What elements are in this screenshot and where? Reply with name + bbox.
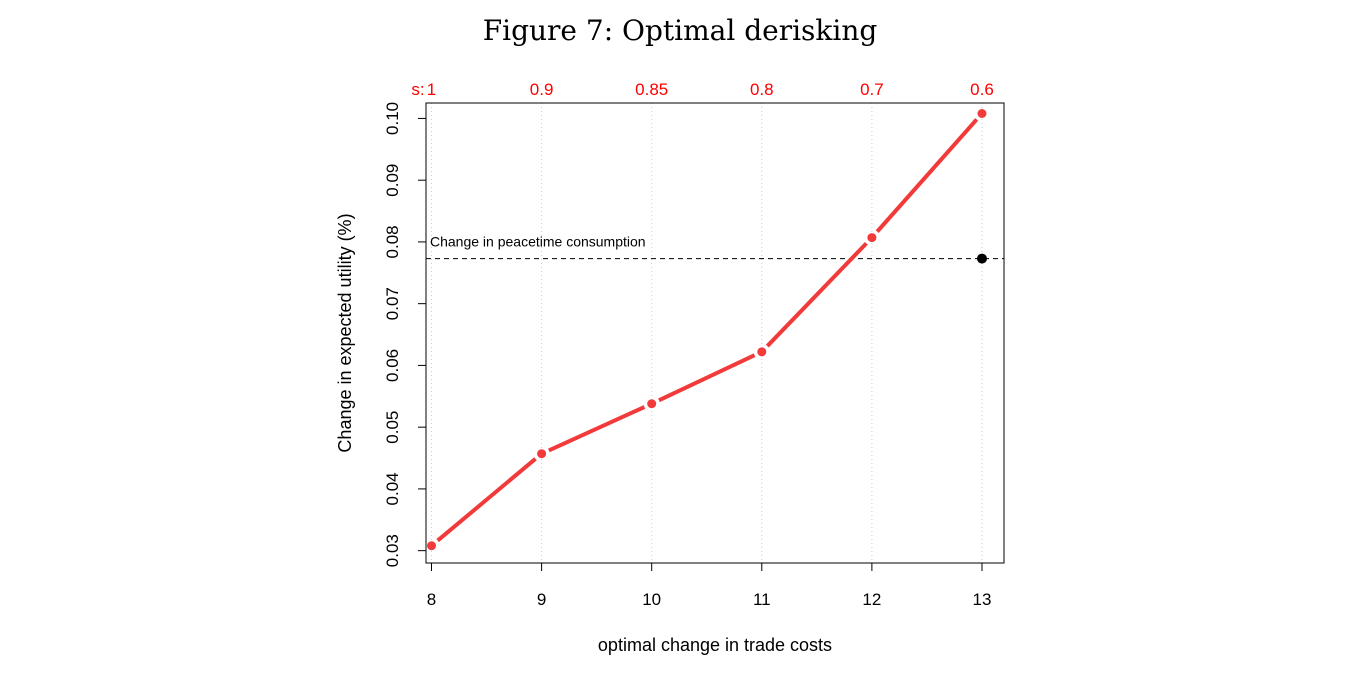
x-axis-title: optimal change in trade costs	[598, 635, 832, 655]
x-tick-label: 9	[537, 590, 546, 609]
top-axis-prefix: s:	[411, 80, 424, 99]
y-tick-label: 0.03	[383, 534, 402, 567]
reference-layer: Change in peacetime consumption	[426, 234, 1004, 264]
x-tick-label: 8	[427, 590, 436, 609]
y-tick-label: 0.04	[383, 472, 402, 505]
y-tick-label: 0.08	[383, 225, 402, 258]
x-tick-label: 11	[753, 590, 771, 609]
y-axis-title: Change in expected utility (%)	[335, 213, 355, 452]
series-layer	[427, 108, 987, 551]
vertical-grid	[431, 103, 983, 563]
y-tick-label: 0.07	[383, 287, 402, 320]
x-tick-label: 13	[973, 590, 992, 609]
x-tick-label: 12	[862, 590, 881, 609]
figure-title: Figure 7: Optimal derisking	[482, 14, 878, 47]
top-tick-label: 0.9	[530, 80, 554, 99]
series-segment	[436, 457, 537, 543]
reference-label: Change in peacetime consumption	[430, 234, 646, 250]
top-axis: s: 1 0.9 0.85 0.8 0.7 0.6	[411, 80, 993, 99]
data-point	[647, 399, 657, 409]
top-tick-label: 1	[427, 80, 436, 99]
x-tick-label: 10	[642, 590, 661, 609]
top-tick-label: 0.7	[860, 80, 884, 99]
reference-point	[976, 253, 987, 264]
plot-frame	[425, 102, 1005, 564]
data-point	[867, 233, 877, 243]
y-tick-label: 0.10	[383, 102, 402, 135]
series-segment	[658, 353, 756, 403]
data-point	[757, 347, 767, 357]
series-segment	[765, 241, 868, 348]
top-tick-label: 0.85	[635, 80, 668, 99]
series-segment	[875, 118, 979, 233]
data-point	[977, 108, 987, 118]
top-tick-label: 0.6	[970, 80, 994, 99]
series-segment	[548, 405, 646, 453]
top-tick-label: 0.8	[750, 80, 774, 99]
y-tick-label: 0.05	[383, 411, 402, 444]
data-point	[537, 449, 547, 459]
y-tick-label: 0.06	[383, 349, 402, 382]
x-axis: 8 9 10 11 12 13	[427, 563, 992, 609]
y-axis: 0.03 0.04 0.05 0.06 0.07 0.08 0.09 0.10	[383, 102, 426, 567]
data-point	[427, 541, 437, 551]
y-tick-label: 0.09	[383, 164, 402, 197]
